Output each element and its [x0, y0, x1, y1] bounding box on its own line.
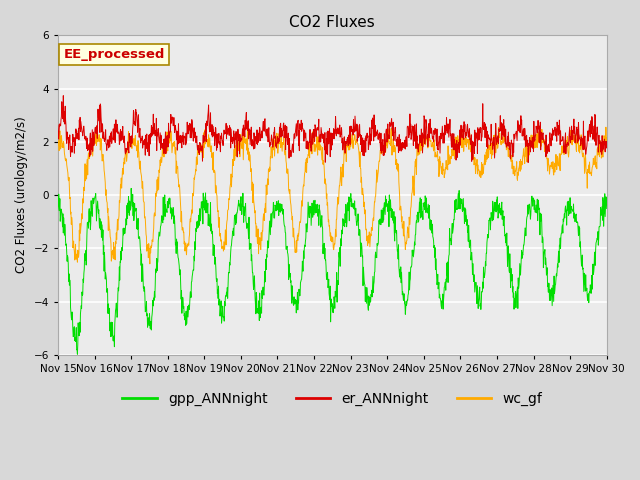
Legend: gpp_ANNnight, er_ANNnight, wc_gf: gpp_ANNnight, er_ANNnight, wc_gf: [117, 386, 548, 412]
Y-axis label: CO2 Fluxes (urology/m2/s): CO2 Fluxes (urology/m2/s): [15, 117, 28, 274]
Text: EE_processed: EE_processed: [63, 48, 165, 60]
Title: CO2 Fluxes: CO2 Fluxes: [289, 15, 375, 30]
